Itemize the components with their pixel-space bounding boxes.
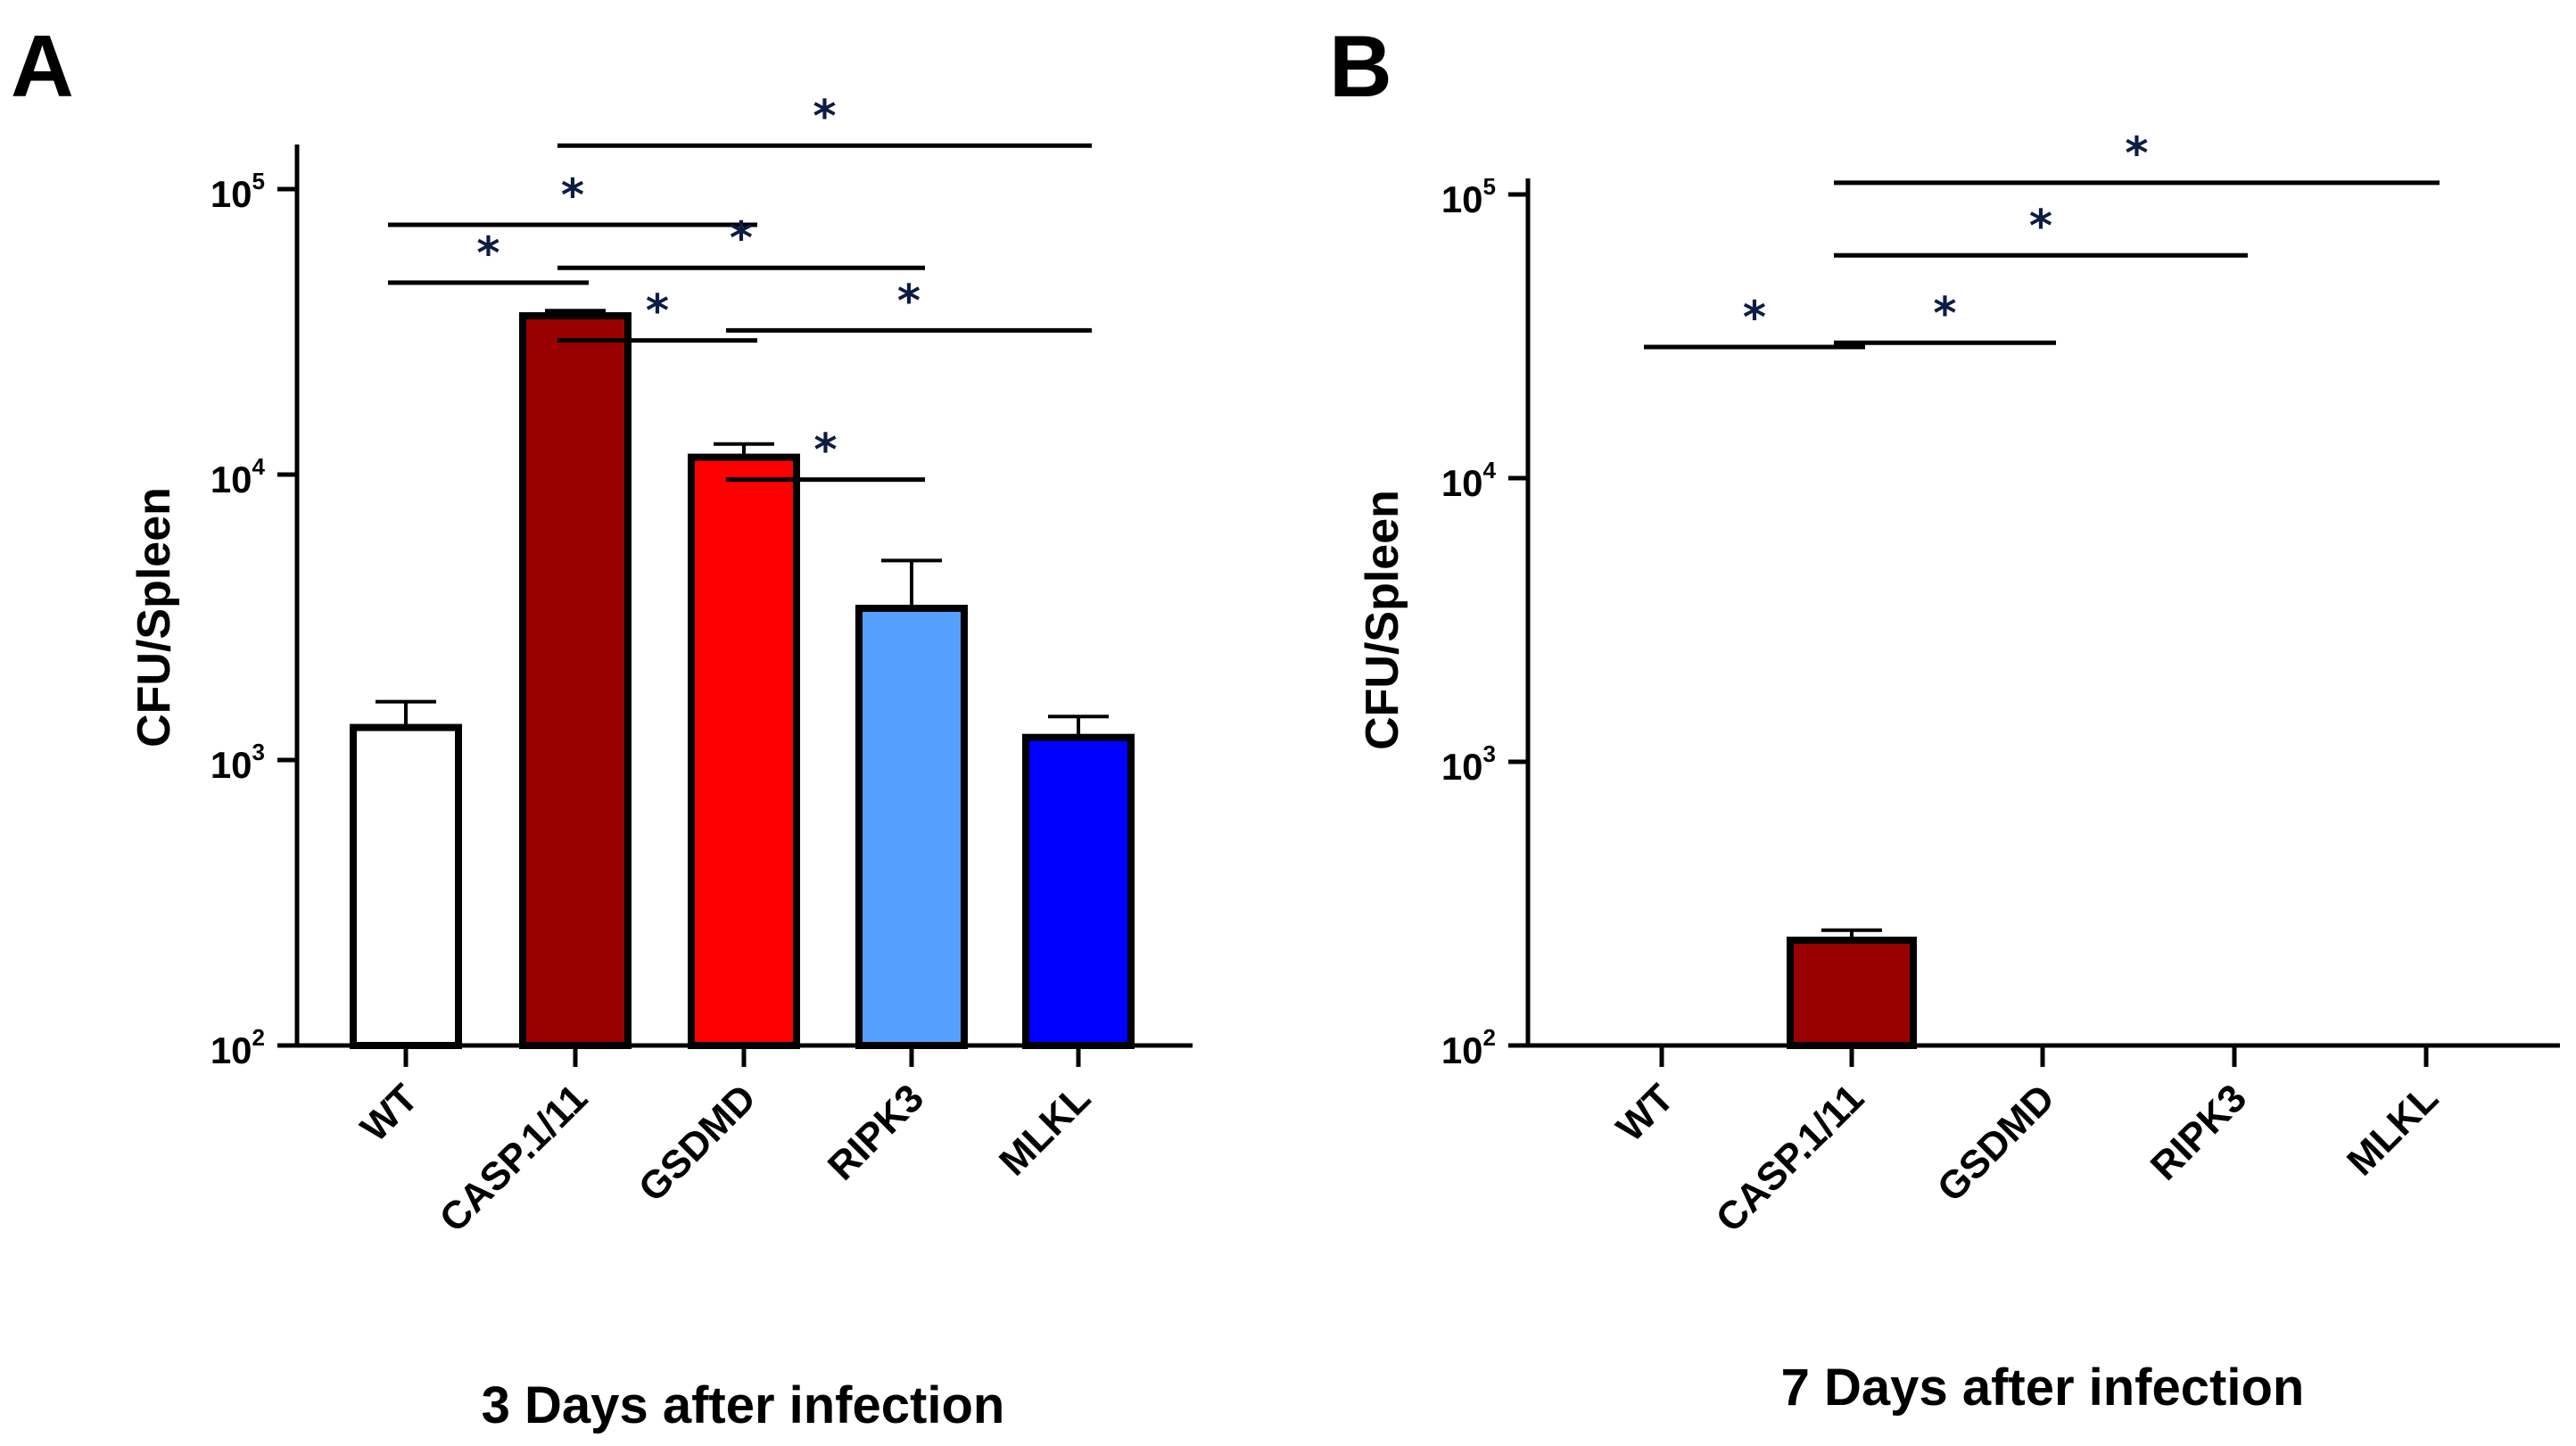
- category-label: MLKL: [2339, 1076, 2447, 1184]
- significance-star: *: [561, 169, 584, 221]
- significance-star: *: [897, 275, 921, 326]
- category-label: RIPK3: [820, 1076, 932, 1188]
- y-tick-label: 105: [211, 168, 265, 215]
- significance-star: *: [2125, 128, 2148, 179]
- category-label: MLKL: [991, 1076, 1099, 1184]
- significance-star: *: [476, 227, 500, 279]
- y-tick-label: 104: [1441, 457, 1497, 504]
- y-axis-title: CFU/Spleen: [128, 487, 180, 748]
- panel-a: A CFU/Spleen 102 103 104 105 WT CASP.1/11 GSDMD R…: [11, 17, 1193, 1434]
- category-label: RIPK3: [2143, 1076, 2255, 1188]
- y-tick-label: 102: [1441, 1024, 1496, 1071]
- panel-letter: B: [1329, 17, 1392, 115]
- y-tick-label: 104: [211, 453, 266, 500]
- panel-letter: A: [11, 17, 74, 115]
- category-label: CASP.1/11: [1708, 1076, 1873, 1241]
- significance-star: *: [813, 425, 837, 476]
- category-label: GSDMD: [631, 1076, 764, 1210]
- significance-star: *: [646, 285, 669, 337]
- y-tick-label: 102: [211, 1024, 265, 1071]
- y-axis-title: CFU/Spleen: [1357, 490, 1408, 750]
- y-tick-label: 103: [1441, 740, 1496, 788]
- category-label: WT: [1608, 1076, 1682, 1150]
- y-tick-label: 105: [1441, 173, 1496, 220]
- category-label: GSDMD: [1929, 1076, 2063, 1210]
- bar-casp-1-11: [1787, 937, 1917, 1049]
- significance-star: *: [2029, 200, 2052, 252]
- significance-star: *: [730, 212, 753, 264]
- category-label: WT: [352, 1076, 426, 1150]
- x-axis-title: 3 Days after infection: [482, 1376, 1005, 1434]
- panel-b: B CFU/Spleen 102 103 104 105 WT CASP.1/11 GSDMD R…: [1329, 17, 2560, 1417]
- x-axis-title: 7 Days after infection: [1781, 1359, 2305, 1417]
- significance-star: *: [813, 90, 836, 142]
- y-tick-label: 103: [211, 739, 265, 786]
- bar-casp-1-11: [519, 311, 632, 1049]
- bar-gsdmd: [688, 453, 800, 1049]
- significance-star: *: [1933, 287, 1956, 339]
- category-label: CASP.1/11: [432, 1076, 597, 1241]
- bar-mlkl: [1022, 733, 1135, 1049]
- significance-star: *: [1743, 292, 1766, 343]
- bar-ripk3: [855, 604, 968, 1049]
- bar-wt: [350, 723, 462, 1050]
